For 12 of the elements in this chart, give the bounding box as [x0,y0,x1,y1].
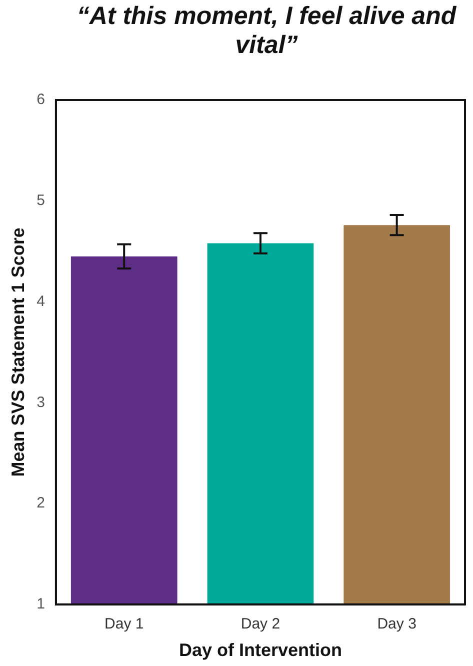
x-tick-label: Day 2 [240,616,280,633]
y-tick-label: 5 [36,192,45,210]
x-axis-title: Day of Intervention [178,640,342,660]
y-tick-label: 2 [36,494,45,512]
y-tick-label: 1 [36,596,45,613]
x-tick-label: Day 3 [377,616,416,633]
y-tick-label: 4 [36,292,45,310]
y-axis-title: Mean SVS Statement 1 Score [8,228,28,477]
x-tick-label: Day 1 [104,616,144,633]
y-tick-label: 3 [36,394,45,411]
y-tick-label: 6 [36,91,45,108]
chart-title: “At this moment, I feel alive and vital” [76,2,458,60]
